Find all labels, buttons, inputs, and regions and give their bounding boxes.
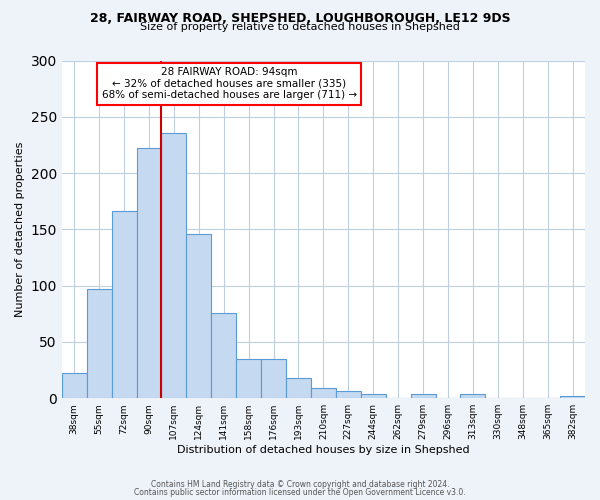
Bar	[261, 359, 286, 398]
Y-axis label: Number of detached properties: Number of detached properties	[15, 142, 25, 317]
Bar	[112, 212, 137, 398]
Bar	[161, 132, 187, 398]
Bar	[87, 289, 112, 398]
Bar	[137, 148, 161, 398]
Bar	[187, 234, 211, 398]
Bar	[211, 312, 236, 398]
Bar	[410, 394, 436, 398]
Bar	[236, 359, 261, 398]
X-axis label: Distribution of detached houses by size in Shepshed: Distribution of detached houses by size …	[177, 445, 470, 455]
Bar	[286, 378, 311, 398]
Bar	[311, 388, 336, 398]
Text: Size of property relative to detached houses in Shepshed: Size of property relative to detached ho…	[140, 22, 460, 32]
Bar	[62, 374, 87, 398]
Bar	[560, 396, 585, 398]
Text: 28 FAIRWAY ROAD: 94sqm
← 32% of detached houses are smaller (335)
68% of semi-de: 28 FAIRWAY ROAD: 94sqm ← 32% of detached…	[101, 68, 357, 100]
Text: 28, FAIRWAY ROAD, SHEPSHED, LOUGHBOROUGH, LE12 9DS: 28, FAIRWAY ROAD, SHEPSHED, LOUGHBOROUGH…	[89, 12, 511, 26]
Bar	[336, 392, 361, 398]
Bar	[460, 394, 485, 398]
Bar	[361, 394, 386, 398]
Text: Contains HM Land Registry data © Crown copyright and database right 2024.: Contains HM Land Registry data © Crown c…	[151, 480, 449, 489]
Text: Contains public sector information licensed under the Open Government Licence v3: Contains public sector information licen…	[134, 488, 466, 497]
